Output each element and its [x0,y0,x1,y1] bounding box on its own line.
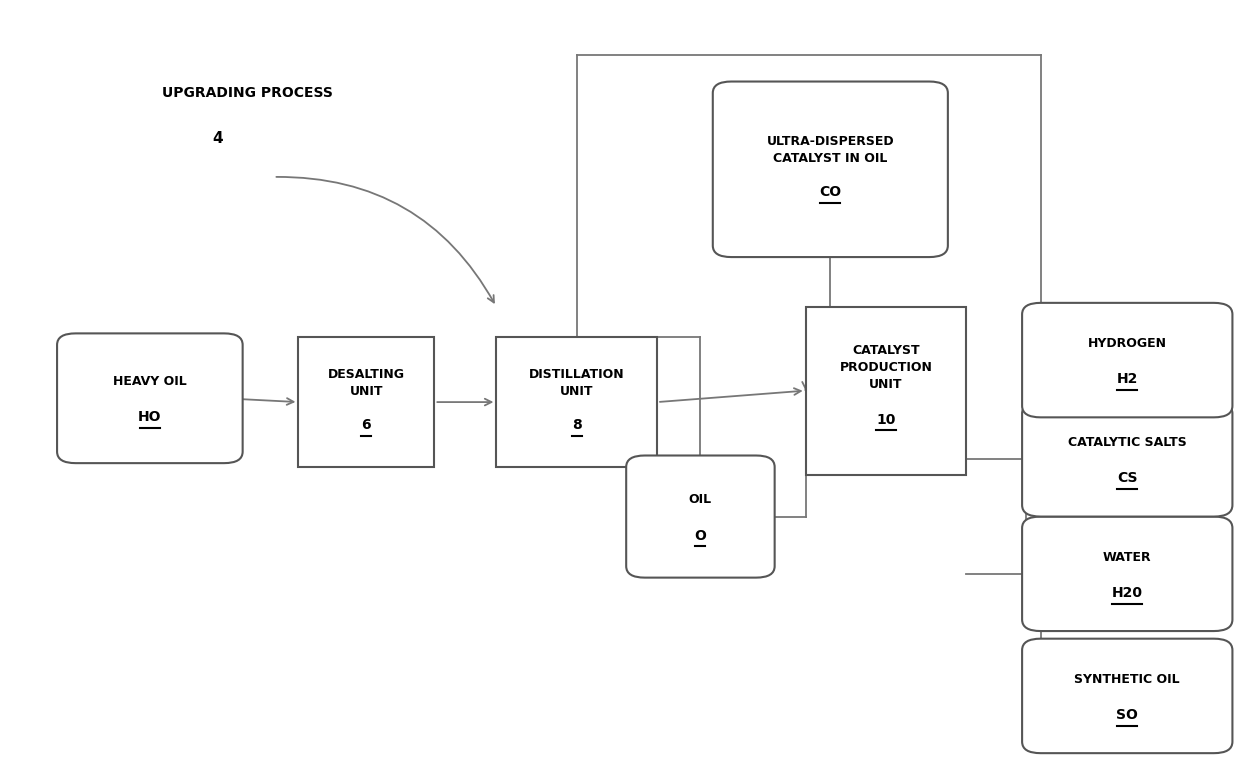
FancyBboxPatch shape [713,81,947,257]
Text: SYNTHETIC OIL: SYNTHETIC OIL [1074,673,1180,686]
Text: 4: 4 [212,131,223,146]
Text: O: O [694,529,707,542]
Text: HEAVY OIL: HEAVY OIL [113,375,187,388]
FancyBboxPatch shape [1022,639,1233,753]
FancyBboxPatch shape [299,337,434,467]
FancyBboxPatch shape [626,456,775,578]
Text: ULTRA-DISPERSED
CATALYST IN OIL: ULTRA-DISPERSED CATALYST IN OIL [766,136,894,165]
FancyBboxPatch shape [1022,516,1233,631]
Text: DISTILLATION
UNIT: DISTILLATION UNIT [529,368,625,398]
FancyBboxPatch shape [57,333,243,463]
FancyArrowPatch shape [277,177,494,303]
FancyBboxPatch shape [1022,402,1233,516]
Text: OIL: OIL [689,493,712,506]
Text: CS: CS [1117,471,1137,486]
FancyBboxPatch shape [806,306,966,475]
Text: CATALYST
PRODUCTION
UNIT: CATALYST PRODUCTION UNIT [839,344,932,391]
Text: 8: 8 [572,418,582,432]
Text: 6: 6 [362,418,371,432]
Text: WATER: WATER [1102,551,1152,564]
Text: CATALYTIC SALTS: CATALYTIC SALTS [1068,436,1187,449]
Text: H20: H20 [1112,586,1143,600]
Text: 10: 10 [877,413,895,427]
FancyBboxPatch shape [496,337,657,467]
FancyBboxPatch shape [1022,303,1233,417]
Text: UPGRADING PROCESS: UPGRADING PROCESS [162,86,334,100]
Text: HO: HO [138,411,161,424]
Text: CO: CO [820,185,842,199]
Text: H2: H2 [1116,372,1138,386]
Text: DESALTING
UNIT: DESALTING UNIT [327,368,405,398]
Text: SO: SO [1116,708,1138,722]
Text: HYDROGEN: HYDROGEN [1087,337,1167,350]
